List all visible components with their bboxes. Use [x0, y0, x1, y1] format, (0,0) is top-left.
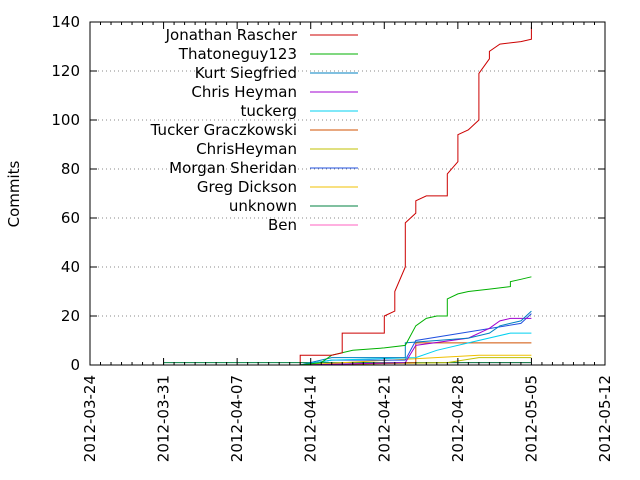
legend-label: Kurt Siegfried [195, 64, 297, 82]
legend-label: unknown [229, 197, 297, 215]
y-axis-label: Commits [5, 160, 23, 227]
series-line [300, 317, 532, 366]
legend-label: Morgan Sheridan [169, 159, 297, 177]
y-tick-label: 40 [61, 258, 80, 276]
x-tick-label: 2012-04-21 [375, 375, 393, 462]
legend-label: Tucker Graczkowski [150, 121, 297, 139]
y-tick-label: 100 [51, 111, 80, 129]
y-tick-label: 0 [70, 356, 80, 374]
grid [90, 70, 605, 317]
plot-frame [89, 21, 606, 366]
series-line [300, 310, 532, 366]
legend-label: Thatoneguy123 [178, 45, 297, 63]
y-tick-label: 80 [61, 160, 80, 178]
series-line [300, 276, 532, 366]
y-tick-label: 140 [51, 13, 80, 31]
x-tick-label: 2012-04-07 [228, 375, 246, 462]
x-tick-label: 2012-04-28 [449, 375, 467, 462]
series-line [300, 332, 532, 366]
y-tick-label: 20 [61, 307, 80, 325]
x-tick-label: 2012-04-14 [302, 375, 320, 462]
x-axis-ticks: 2012-03-24 2012-03-31 2012-04-07 2012-04-14… [81, 22, 614, 462]
legend-label: tuckerg [241, 102, 297, 120]
y-tick-label: 120 [51, 62, 80, 80]
legend-label: Chris Heyman [191, 83, 297, 101]
x-tick-label: 2012-03-31 [155, 375, 173, 462]
series-line [300, 354, 532, 366]
y-tick-label: 60 [61, 209, 80, 227]
legend-label: Greg Dickson [197, 178, 297, 196]
legend-label: Jonathan Rascher [165, 26, 298, 44]
x-tick-label: 2012-03-24 [81, 375, 99, 462]
legend-label: Ben [268, 216, 297, 234]
y-axis-ticks: 0 20 40 60 80 100 120 140 [51, 13, 605, 374]
x-tick-label: 2012-05-12 [596, 375, 614, 462]
legend-label: ChrisHeyman [196, 140, 297, 158]
x-tick-label: 2012-05-05 [522, 375, 540, 462]
series-line [299, 26, 532, 365]
